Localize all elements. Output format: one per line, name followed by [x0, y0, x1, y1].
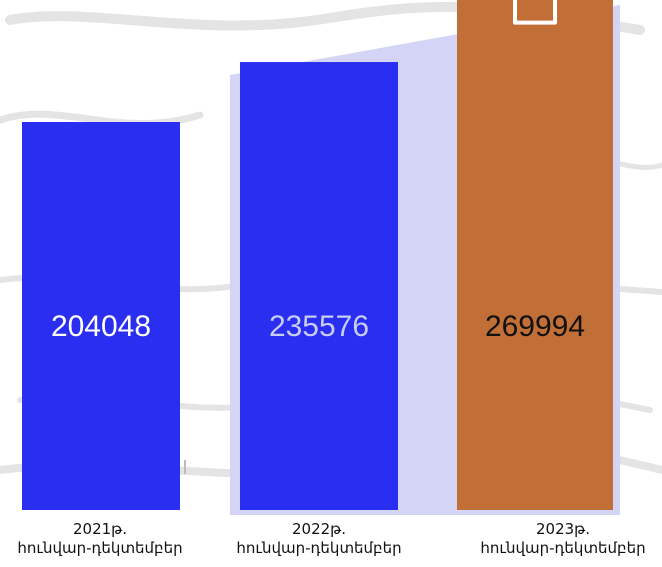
bar-3 [457, 0, 613, 511]
growth-arrow-icon [513, 0, 557, 25]
bar-1 [22, 122, 180, 510]
category-period: հունվար-դեկտեմբեր [17, 539, 183, 557]
category-period: հունվար-դեկտեմբեր [480, 539, 646, 557]
bar-2 [240, 62, 398, 511]
category-label-2021: 2021թ. հունվար-դեկտեմբեր [0, 520, 200, 558]
category-year: 2022թ. [291, 520, 347, 538]
bar-value-label-3: 269994 [485, 310, 585, 343]
category-period: հունվար-դեկտեմբեր [236, 539, 402, 557]
category-year: 2023թ. [535, 520, 591, 538]
bar-value-label-2: 235576 [269, 310, 369, 343]
arrow-shape [513, 0, 557, 25]
category-label-2022: 2022թ. հունվար-դեկտեմբեր [219, 520, 419, 558]
category-year: 2021թ. [72, 520, 128, 538]
value-label-group: 204048 235576 269994 [51, 310, 585, 343]
axis-tick-mark [184, 460, 186, 474]
bar-value-label-1: 204048 [51, 310, 151, 343]
bar-group [22, 0, 613, 511]
category-label-2023: 2023թ. հունվար-դեկտեմբեր [463, 520, 662, 558]
